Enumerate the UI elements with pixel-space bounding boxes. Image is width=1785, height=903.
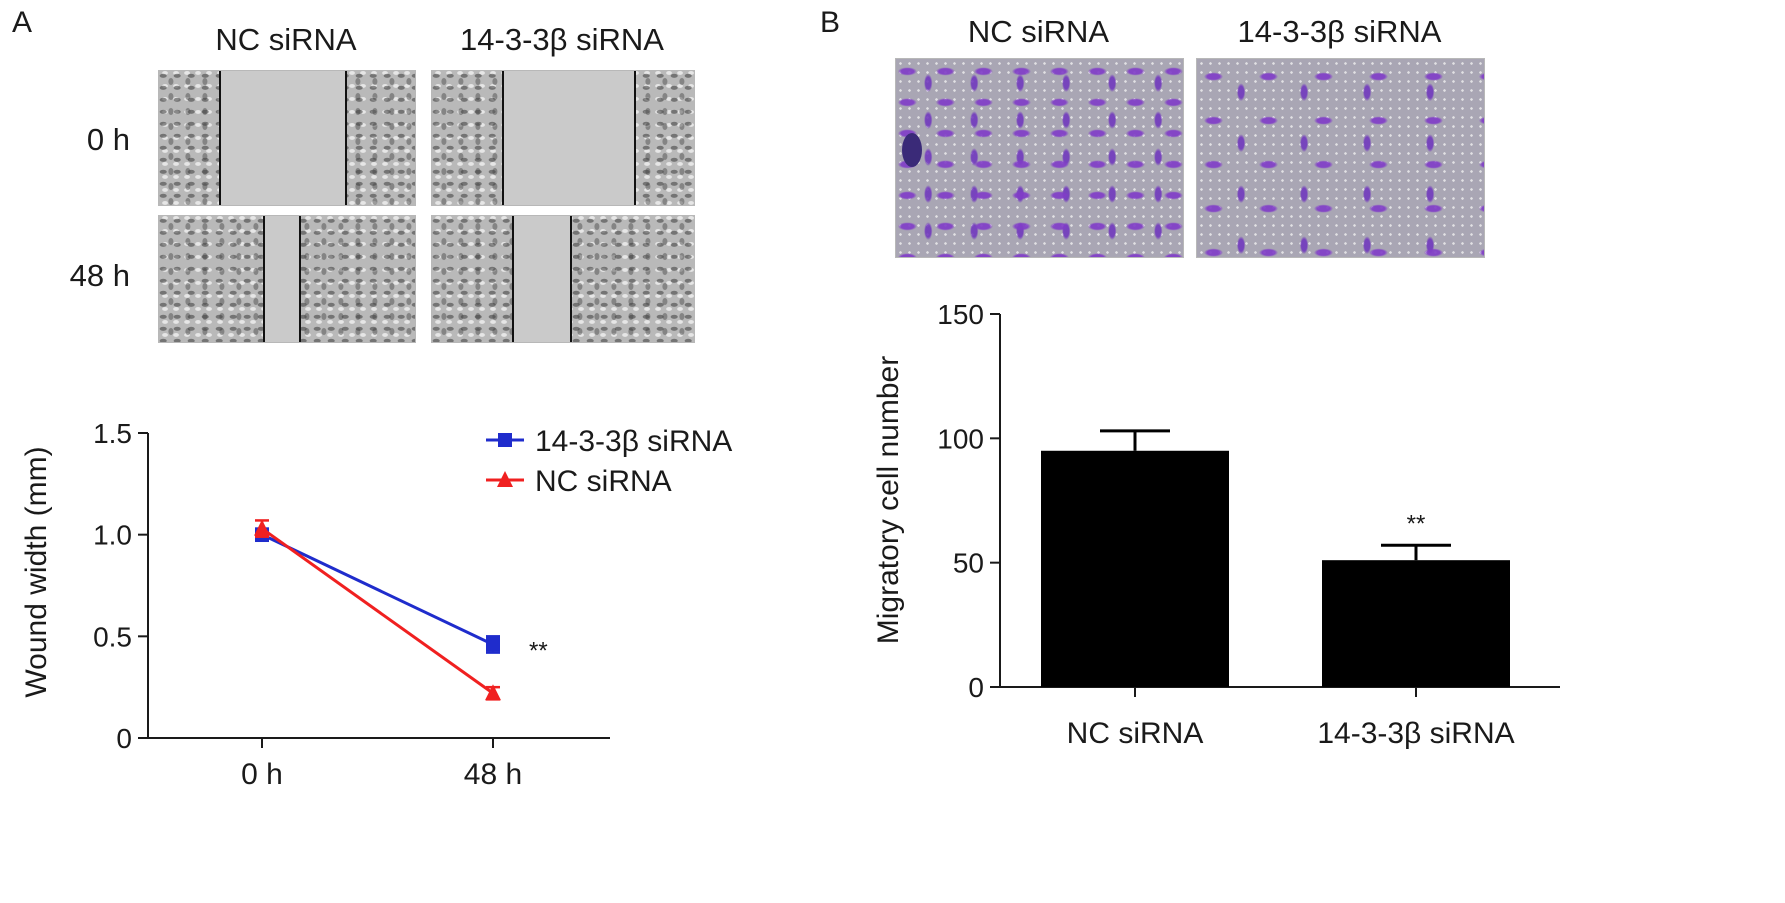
transwell-micrograph-nc — [895, 58, 1184, 258]
panel-a-column-nc: NC siRNA — [215, 22, 357, 57]
panel-b-label: B — [820, 6, 841, 39]
wound-gap — [512, 216, 570, 342]
stain-artifact — [902, 133, 922, 167]
bar-chart-x-tick-label: NC siRNA — [1067, 717, 1204, 750]
significance-annotation: ** — [529, 637, 548, 664]
micrograph-nc-0h — [158, 70, 416, 206]
migratory-cell-bar-chart: Migratory cell number 0 50 100 150 NC siRNA 1… — [872, 299, 1560, 750]
micrograph-1433b-48h — [431, 215, 695, 343]
wound-edge — [502, 71, 504, 205]
line-series-1433b — [261, 533, 494, 646]
bar-chart-y-tick-label: 100 — [937, 423, 984, 454]
wound-gap — [219, 71, 345, 205]
line-chart-y-tick-label: 0 — [116, 723, 132, 754]
line-chart-x-tick-label: 48 h — [464, 758, 522, 791]
line-chart-y-axis-label: Wound width (mm) — [20, 446, 53, 697]
wound-edge — [219, 71, 221, 205]
micrograph-1433b-0h — [431, 70, 695, 206]
line-chart-y-tick-label: 1.0 — [93, 520, 132, 551]
legend-label: NC siRNA — [535, 465, 672, 498]
data-point-marker — [254, 519, 270, 536]
line-chart-y-tick-label: 0.5 — [93, 621, 132, 652]
wound-edge — [345, 71, 347, 205]
wound-edge — [570, 216, 572, 342]
panel-a-row-0h: 0 h — [86, 122, 130, 157]
transwell-micrograph-1433b — [1196, 58, 1485, 258]
micrograph-nc-48h — [158, 215, 416, 343]
wound-gap — [263, 216, 299, 342]
panel-a-row-48h: 48 h — [69, 258, 130, 293]
significance-annotation: ** — [1407, 510, 1426, 537]
wound-gap — [502, 71, 634, 205]
data-point-marker — [485, 684, 501, 701]
wound-edge — [634, 71, 636, 205]
bar-nc-sirna — [1041, 450, 1229, 687]
line-series-nc — [261, 527, 494, 695]
data-point-marker — [486, 637, 500, 652]
panel-a-column-1433b: 14-3-3β siRNA — [460, 22, 664, 57]
bar-chart-x-tick-label: 14-3-3β siRNA — [1317, 717, 1514, 750]
bar-chart-y-axis-label: Migratory cell number — [872, 356, 905, 644]
line-chart-x-tick-label: 0 h — [241, 758, 283, 791]
wound-edge — [263, 216, 265, 342]
bar-1433b-sirna — [1322, 560, 1510, 687]
panel-b-column-1433b: 14-3-3β siRNA — [1237, 14, 1442, 49]
wound-edge — [299, 216, 301, 342]
panel-a-label: A — [12, 6, 33, 39]
wound-width-line-chart: Wound width (mm) 0 0.5 1.0 1.5 0 h 48 h ** 14… — [20, 418, 732, 791]
legend-label: 14-3-3β siRNA — [535, 425, 732, 458]
panel-b-column-nc: NC siRNA — [967, 14, 1110, 49]
legend-marker — [498, 433, 512, 447]
bar-chart-y-tick-label: 150 — [937, 299, 984, 330]
line-chart-y-tick-label: 1.5 — [93, 418, 132, 449]
bar-chart-y-tick-label: 0 — [968, 672, 984, 703]
legend-marker — [497, 471, 513, 487]
wound-edge — [512, 216, 514, 342]
bar-chart-y-tick-label: 50 — [953, 548, 984, 579]
